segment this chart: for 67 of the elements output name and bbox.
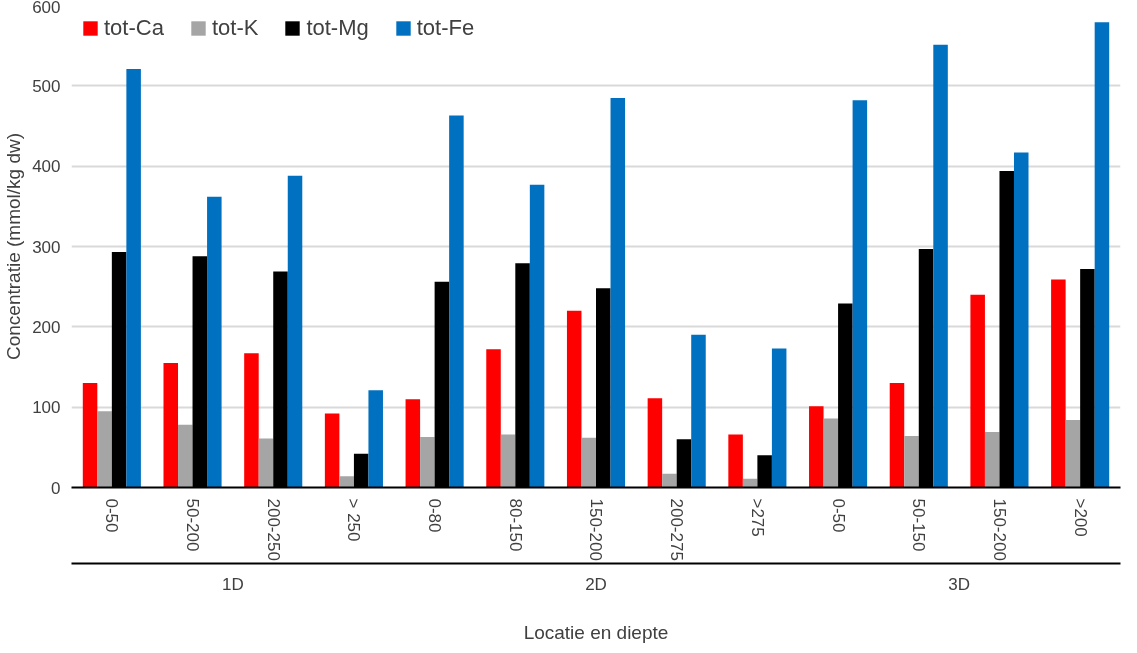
x-tick-label: 150-200 — [989, 498, 1009, 561]
bar — [728, 434, 743, 488]
y-tick-label: 100 — [32, 398, 61, 418]
bar — [852, 100, 868, 488]
text: 1D — [222, 574, 244, 594]
x-tick-label: 0-50 — [102, 498, 122, 533]
bar — [500, 434, 516, 488]
x-tick-label: >200 — [1070, 498, 1090, 537]
bar — [207, 196, 222, 488]
bar — [647, 398, 663, 488]
y-tick-label: 600 — [32, 0, 61, 17]
bar — [97, 411, 112, 488]
y-tick-label: 0 — [51, 478, 61, 498]
y-tick-label: 200 — [32, 317, 61, 337]
bar — [486, 349, 501, 488]
y-tick-label: 500 — [32, 76, 61, 96]
bar — [691, 334, 706, 488]
bar — [566, 310, 582, 488]
bar — [662, 473, 677, 488]
text: 2D — [585, 574, 607, 594]
y-tick-label: 300 — [32, 237, 61, 257]
legend-label: tot-Mg — [306, 15, 369, 41]
bar — [178, 424, 193, 488]
bar — [823, 418, 839, 488]
bar — [420, 436, 435, 488]
bar — [405, 399, 421, 488]
bar — [529, 184, 545, 488]
bar — [933, 44, 948, 488]
x-tick-label: >275 — [747, 498, 767, 537]
y-axis-title: Concentratie (mmol/kg dw) — [3, 132, 25, 361]
bar — [449, 115, 464, 488]
bar — [610, 97, 626, 488]
x-tick-label: 0-50 — [828, 498, 848, 533]
bar — [244, 353, 259, 488]
legend-label: tot-Fe — [416, 15, 475, 41]
bar — [287, 175, 303, 488]
x-tick-label: 200-275 — [667, 498, 687, 561]
x-tick-label: 200-250 — [263, 498, 283, 561]
bar — [324, 413, 340, 488]
x-tick-label: > 250 — [344, 498, 364, 542]
bar — [82, 383, 98, 488]
bar — [970, 294, 985, 488]
bar — [258, 438, 274, 488]
bar — [163, 362, 179, 488]
bar — [1065, 420, 1081, 488]
text: 3D — [948, 574, 970, 594]
bar — [1013, 152, 1029, 488]
x-tick-label: 50-150 — [909, 498, 929, 552]
bar — [339, 476, 354, 488]
legend-label: tot-K — [211, 15, 259, 41]
bar — [581, 437, 596, 488]
bar — [904, 436, 919, 488]
bar — [126, 68, 141, 488]
x-axis-title: Locatie en diepte — [523, 621, 669, 643]
legend-label: tot-Ca — [104, 15, 164, 41]
bar — [889, 383, 905, 488]
bar — [1094, 22, 1110, 488]
bar — [1051, 279, 1066, 488]
x-tick-label: 0-80 — [425, 498, 445, 533]
y-tick-label: 400 — [32, 157, 61, 177]
x-tick-label: 80-150 — [505, 498, 525, 552]
bar — [368, 390, 383, 488]
bar — [771, 348, 787, 488]
x-tick-label: 150-200 — [586, 498, 606, 561]
bar — [984, 432, 1000, 488]
x-tick-label: 50-200 — [183, 498, 203, 552]
bar — [809, 406, 824, 488]
